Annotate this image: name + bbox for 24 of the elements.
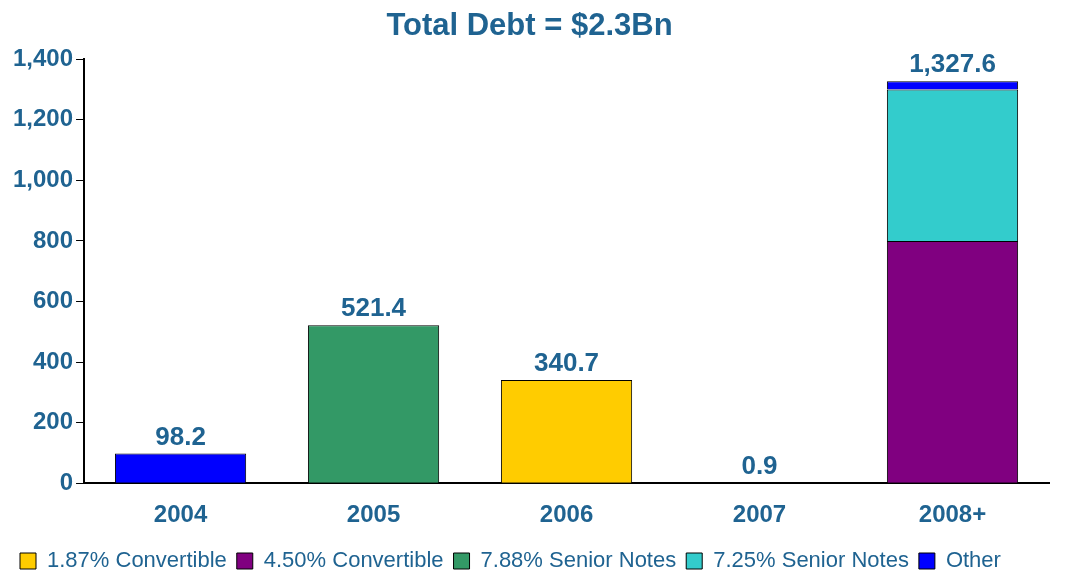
total-label: 1,327.6 [909,48,996,79]
legend-label: 7.25% Senior Notes [713,547,909,573]
y-tick-label: 200 [33,407,74,435]
legend-label: Other [945,547,1001,573]
chart-title: Total Debt = $2.3Bn [386,7,673,43]
legend-label: 1.87% Convertible [47,547,227,573]
x-tick-label: 2006 [539,500,594,528]
x-tick-label: 2008+ [918,500,987,528]
total-label: 521.4 [341,292,407,323]
total-label: 340.7 [533,347,600,378]
y-tick-label: 800 [33,225,74,253]
x-tick-label: 2004 [153,500,208,528]
legend-label: 4.50% Convertible [263,547,444,573]
y-tick-label: 0 [59,467,74,495]
x-tick-label: 2005 [346,500,401,528]
y-tick-label: 1,000 [13,164,74,192]
legend-label: 7.88% Senior Notes [480,547,677,573]
total-label: 98.2 [155,420,206,451]
y-tick-label: 600 [33,286,74,314]
y-tick-label: 400 [33,346,74,374]
y-tick-label: 1,400 [13,43,74,71]
y-tick-label: 1,200 [13,104,74,132]
total-label: 0.9 [741,450,778,481]
x-tick-label: 2007 [732,500,787,528]
